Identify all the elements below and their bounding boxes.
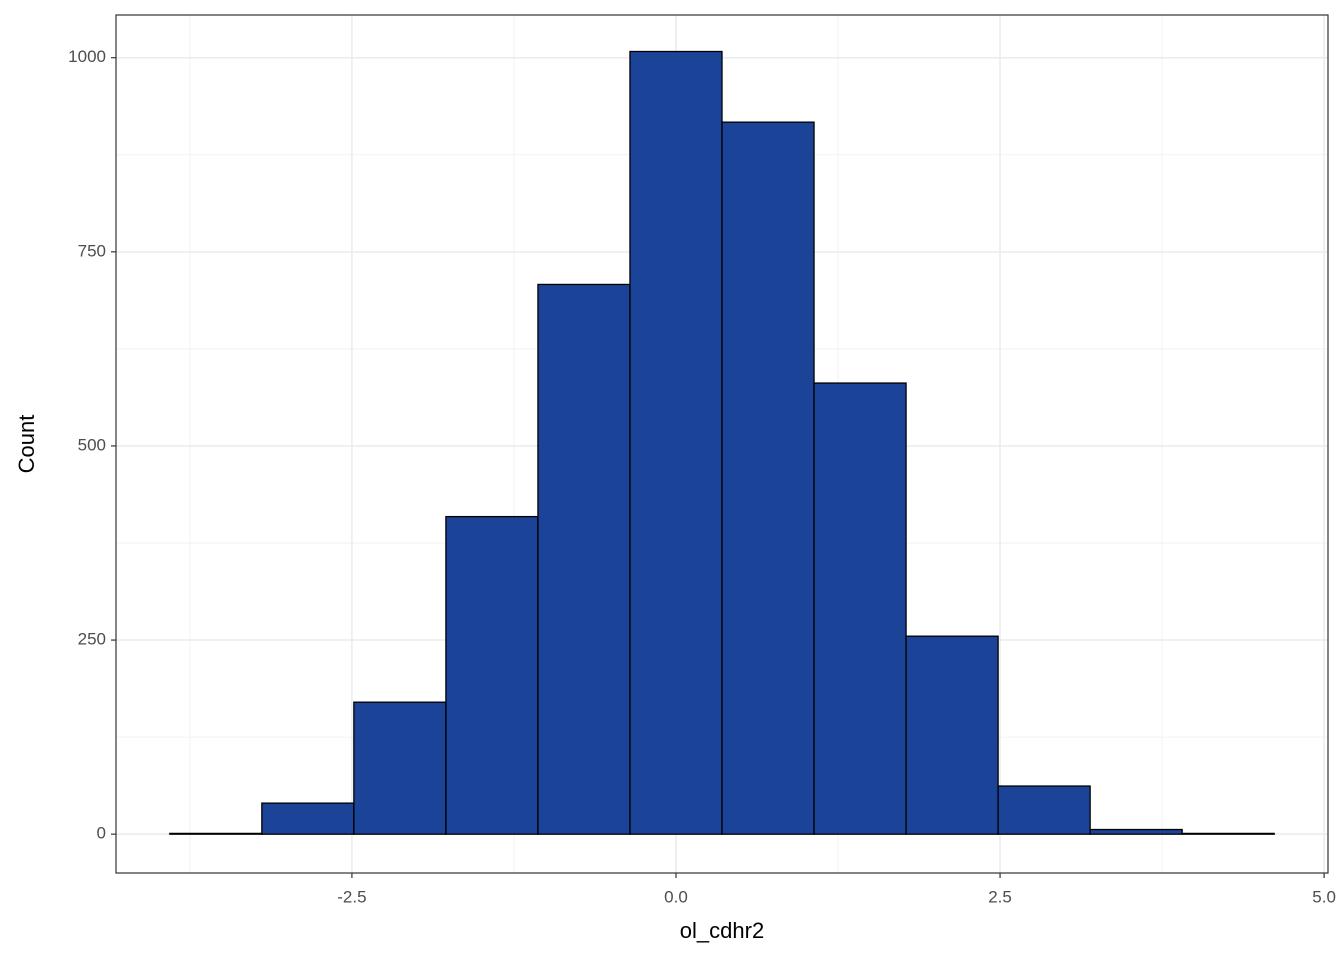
bar — [721, 121, 815, 835]
y-axis-title: Count — [14, 415, 39, 474]
x-tick-label: 2.5 — [988, 887, 1012, 906]
x-tick-label: 0.0 — [664, 887, 688, 906]
panel-border — [115, 14, 1329, 874]
bar — [445, 515, 539, 835]
y-tick-label: 750 — [78, 241, 106, 260]
bar — [1181, 832, 1275, 835]
y-tick-label: 500 — [78, 435, 106, 454]
x-tick-label: 5.0 — [1312, 887, 1336, 906]
x-axis-title: ol_cdhr2 — [680, 918, 764, 943]
x-tick-label: -2.5 — [337, 887, 366, 906]
bar — [261, 802, 355, 835]
bar — [1089, 828, 1183, 835]
y-tick-label: 0 — [97, 824, 106, 843]
bar — [905, 635, 999, 835]
bar — [537, 283, 631, 835]
y-tick-label: 250 — [78, 630, 106, 649]
bar — [353, 701, 447, 835]
y-tick-label: 1000 — [68, 47, 106, 66]
bar — [629, 50, 723, 835]
bar — [813, 382, 907, 835]
bar — [169, 832, 263, 835]
bar — [997, 785, 1091, 835]
